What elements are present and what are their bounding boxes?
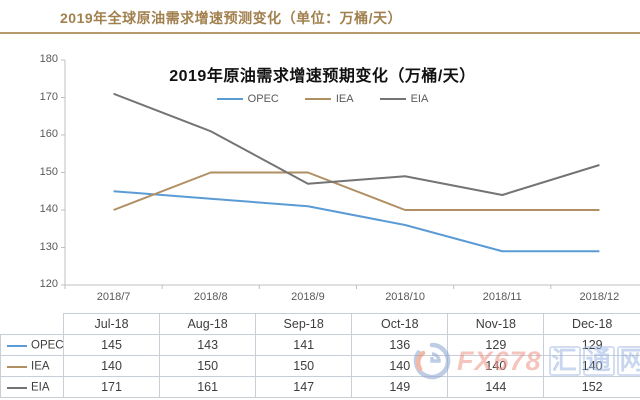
- header-divider: [0, 32, 640, 34]
- table-value-cell: 129: [543, 334, 640, 356]
- y-axis-tick-label: 170: [39, 90, 58, 103]
- y-axis-tick-label: 140: [39, 203, 58, 215]
- table-value-cell: 140: [351, 355, 449, 377]
- table-value-cell: 136: [351, 334, 449, 356]
- table-corner-cell: [0, 313, 64, 335]
- page-title: 2019年全球原油需求增速预测变化（单位：万桶/天）: [60, 10, 403, 26]
- table-row-opec: OPEC 145 143 141 136 129 129: [0, 334, 640, 356]
- row-label: OPEC: [31, 339, 64, 352]
- series-line-iea: [113, 171, 600, 211]
- legend-label: OPEC: [247, 93, 279, 105]
- table-header-row: Jul-18 Aug-18 Sep-18 Oct-18 Nov-18 Dec-18: [0, 313, 640, 335]
- table-value-cell: 149: [351, 376, 449, 398]
- table-value-cell: 140: [543, 355, 640, 377]
- x-axis-tick-label: 2018/11: [482, 291, 522, 303]
- table-column-header: Dec-18: [543, 313, 640, 335]
- x-axis-tick-label: 2018/9: [291, 291, 325, 303]
- table-value-cell: 147: [255, 376, 353, 398]
- y-axis-tick-label: 130: [39, 240, 58, 253]
- table-value-cell: 143: [159, 334, 257, 356]
- table-value-cell: 161: [159, 376, 257, 398]
- table-value-cell: 140: [447, 355, 545, 377]
- series-line-opec: [113, 190, 600, 253]
- table-row-iea: IEA 140 150 150 140 140 140: [0, 355, 640, 377]
- x-axis-tick-label: 2018/10: [385, 291, 425, 303]
- row-series-swatch-icon: [7, 386, 27, 389]
- legend-item-iea: IEA: [304, 93, 354, 105]
- legend-item-opec: OPEC: [216, 93, 279, 105]
- table-value-cell: 152: [543, 376, 640, 398]
- y-axis-tick-label: 120: [39, 278, 58, 290]
- row-label-cell: OPEC: [0, 334, 64, 356]
- table-column-header: Aug-18: [159, 313, 257, 335]
- x-axis-tick-label: 2018/7: [96, 291, 131, 303]
- table-row-eia: EIA 171 161 147 149 144 152: [0, 376, 640, 398]
- x-axis-tick-label: 2018/8: [193, 291, 228, 303]
- legend-label: IEA: [335, 93, 354, 105]
- y-axis-tick-label: 150: [39, 165, 58, 178]
- row-series-swatch-icon: [7, 344, 27, 347]
- row-label-cell: IEA: [0, 355, 64, 377]
- table-value-cell: 141: [255, 334, 353, 356]
- data-table: Jul-18 Aug-18 Sep-18 Oct-18 Nov-18 Dec-18 OPE…: [0, 313, 640, 398]
- legend-swatch-icon: [379, 98, 406, 100]
- y-axis-tick-label: 180: [39, 53, 58, 65]
- table-value-cell: 145: [62, 334, 161, 356]
- y-axis-tick-label: 160: [39, 128, 58, 140]
- chart-title: 2019年原油需求增速预期变化（万桶/天）: [169, 68, 476, 85]
- table-value-cell: 171: [62, 376, 161, 398]
- table-column-header: Oct-18: [351, 313, 449, 335]
- table-value-cell: 150: [159, 355, 257, 377]
- row-series-swatch-icon: [7, 365, 27, 368]
- legend-swatch-icon: [216, 98, 243, 100]
- legend-item-eia: EIA: [379, 93, 429, 105]
- table-column-header: Sep-18: [255, 313, 353, 335]
- row-label: IEA: [31, 360, 50, 373]
- legend-label: EIA: [410, 93, 429, 105]
- chart-legend: OPEC IEA EIA: [0, 93, 640, 105]
- table-value-cell: 129: [447, 334, 545, 356]
- table-value-cell: 150: [255, 355, 353, 377]
- table-column-header: Jul-18: [62, 313, 161, 335]
- table-value-cell: 144: [447, 376, 545, 398]
- row-label: EIA: [31, 381, 50, 394]
- x-axis-tick-label: 2018/12: [579, 291, 620, 303]
- row-label-cell: EIA: [0, 376, 64, 398]
- series-line-eia: [113, 92, 600, 196]
- legend-swatch-icon: [304, 98, 331, 100]
- table-value-cell: 140: [62, 355, 161, 377]
- table-column-header: Nov-18: [447, 313, 545, 335]
